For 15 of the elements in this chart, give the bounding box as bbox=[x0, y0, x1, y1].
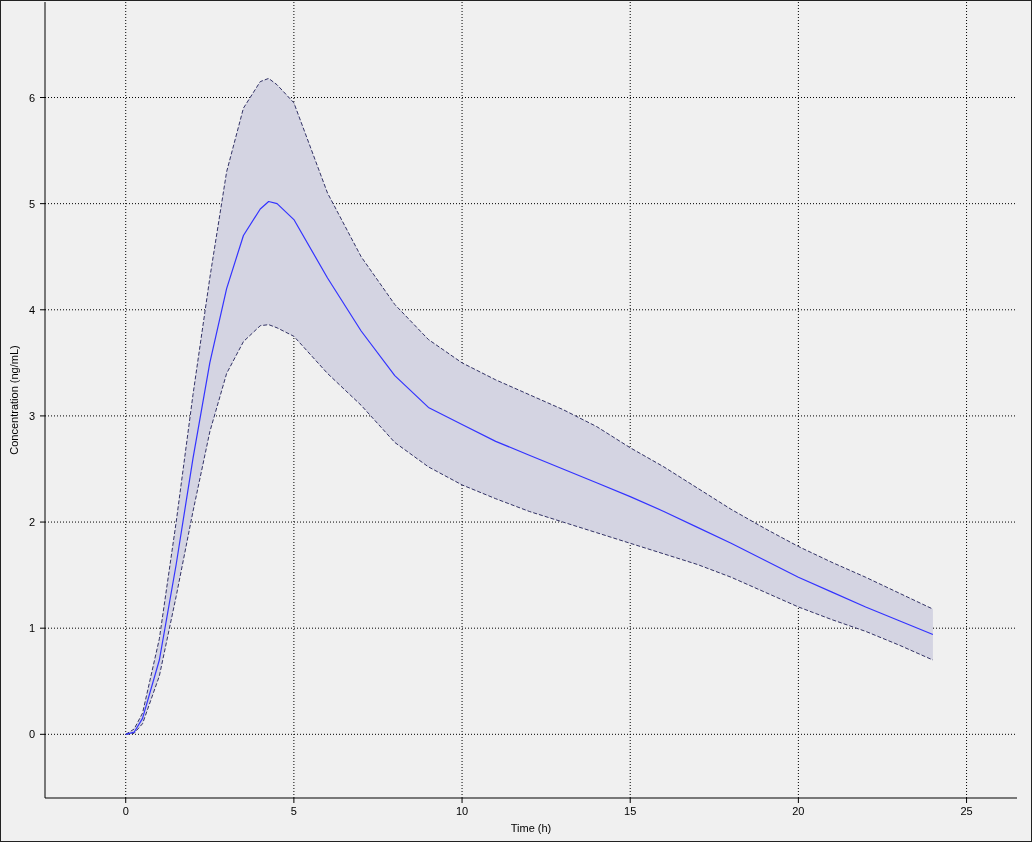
y-tick-label: 5 bbox=[28, 197, 35, 210]
x-tick-label: 0 bbox=[122, 805, 129, 817]
y-tick-label: 2 bbox=[28, 516, 35, 529]
x-tick-label: 20 bbox=[792, 805, 805, 817]
x-tick-label: 10 bbox=[455, 805, 469, 817]
x-tick-label: 5 bbox=[290, 805, 297, 817]
y-axis-title: Concentration (ng/mL) bbox=[8, 345, 20, 455]
y-tick-label: 1 bbox=[28, 622, 35, 635]
y-tick-label: 0 bbox=[28, 728, 35, 741]
y-tick-label: 4 bbox=[28, 303, 35, 316]
x-axis-title: Time (h) bbox=[510, 822, 552, 834]
y-tick-label: 3 bbox=[28, 409, 35, 422]
y-tick-label: 6 bbox=[28, 91, 35, 104]
x-tick-label: 25 bbox=[960, 805, 973, 817]
x-tick-label: 15 bbox=[624, 805, 637, 817]
